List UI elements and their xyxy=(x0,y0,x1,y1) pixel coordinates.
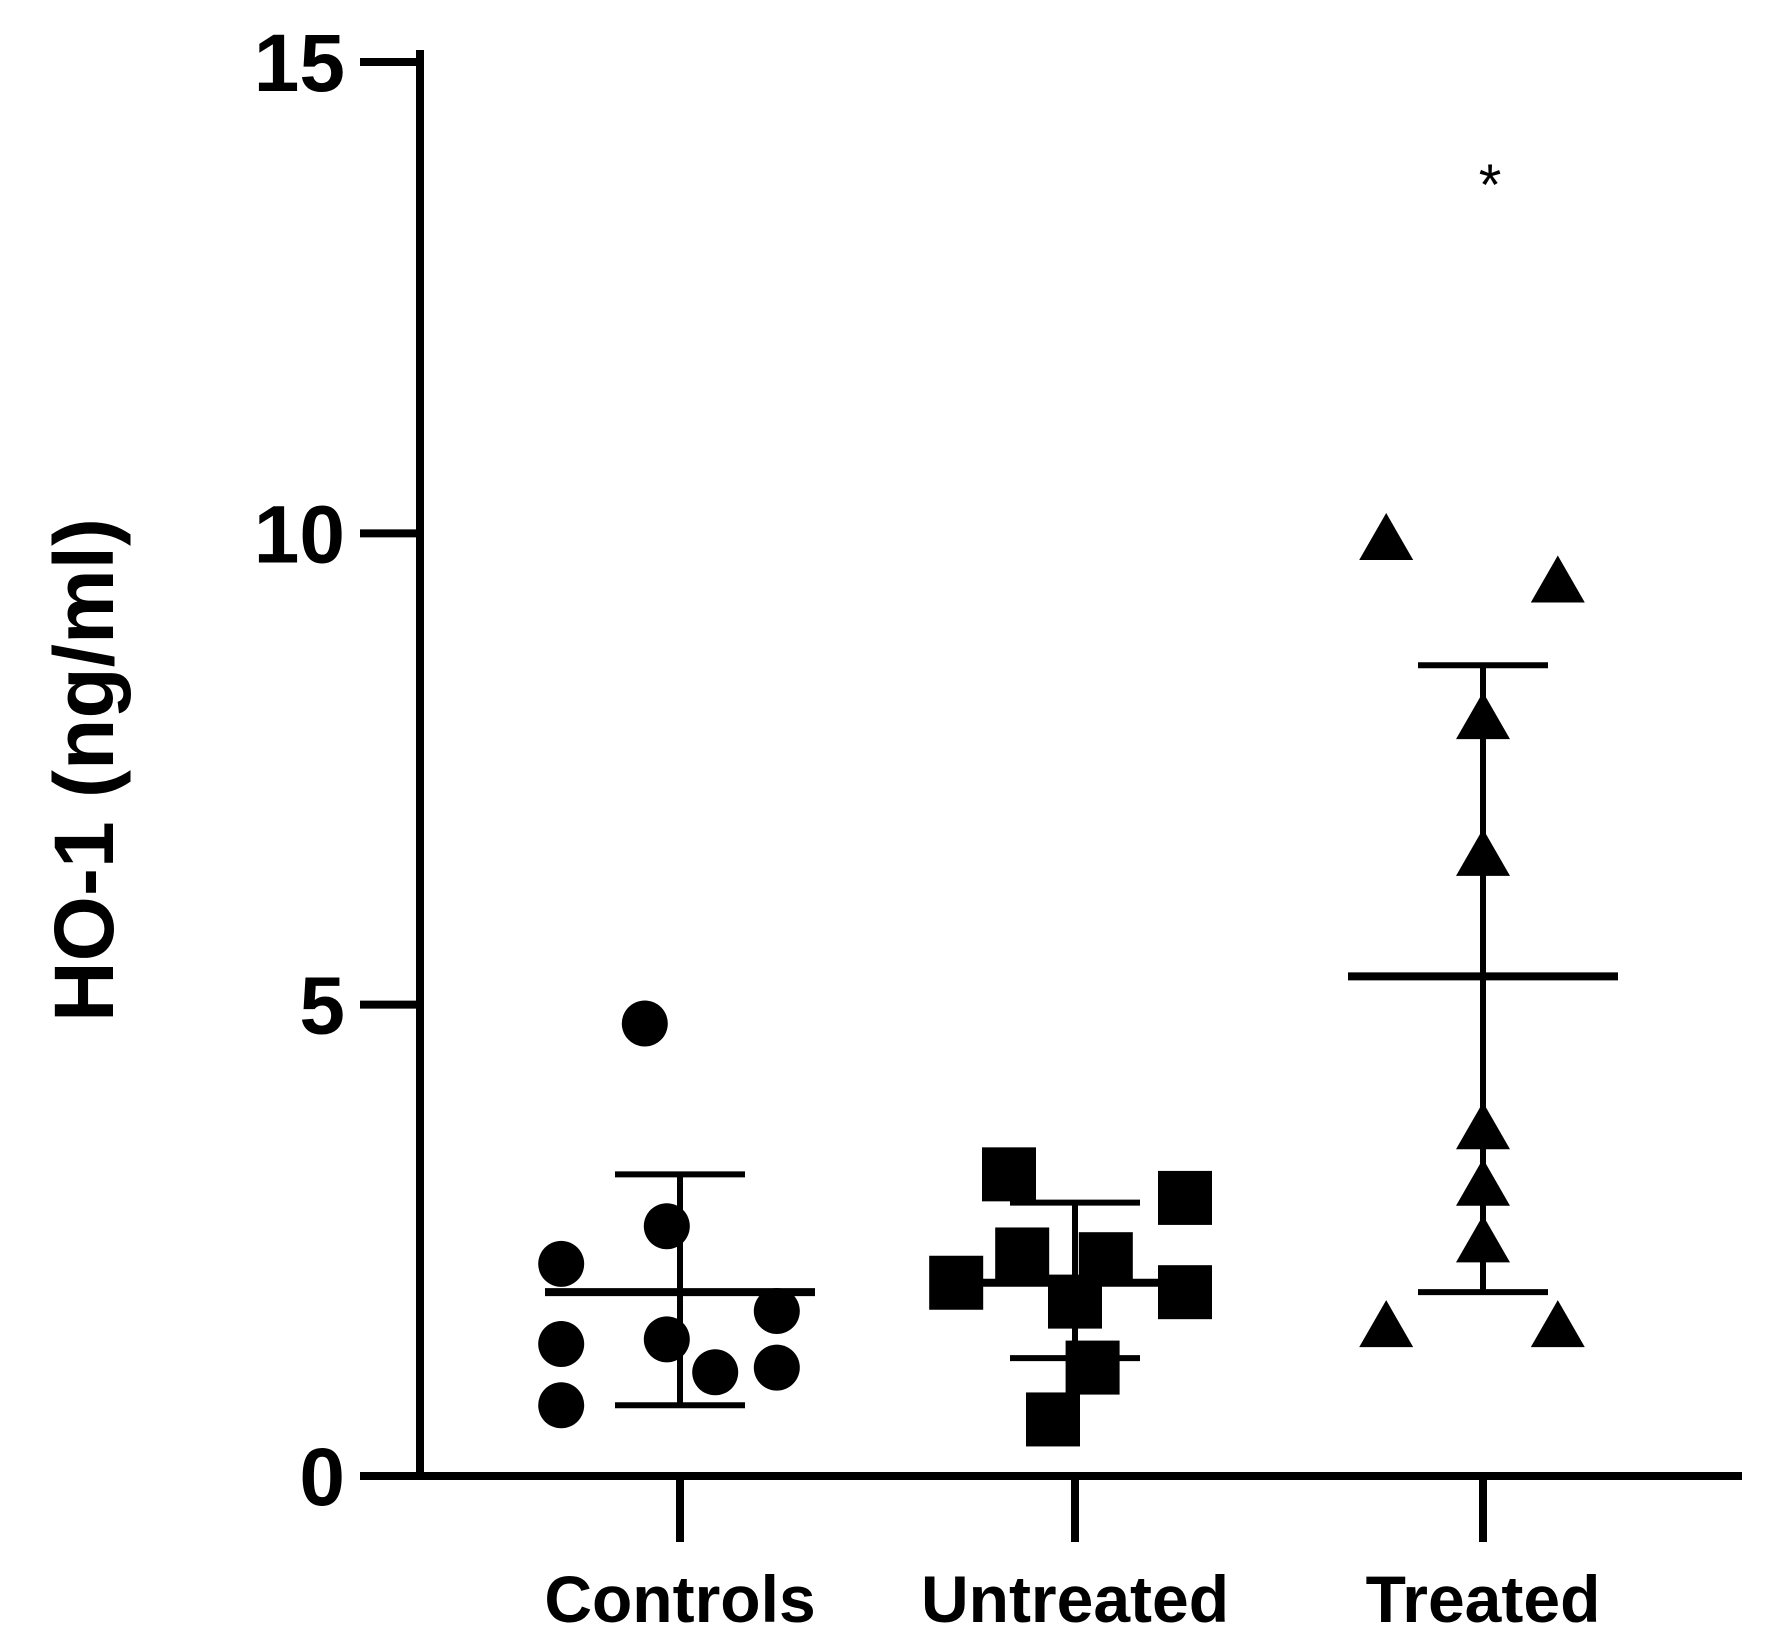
treated-data-point-1 xyxy=(1359,513,1414,561)
untreated-data-point-6 xyxy=(1158,1265,1212,1320)
untreated-data-point-5 xyxy=(929,1255,984,1310)
untreated-data-point-9 xyxy=(1026,1392,1080,1447)
treated-data-point-6 xyxy=(1456,1158,1510,1206)
controls-data-point-9 xyxy=(538,1382,585,1429)
untreated-data-point-2 xyxy=(1158,1170,1212,1225)
y-tick-label-5: 5 xyxy=(299,961,345,1052)
untreated-data-point-8 xyxy=(1065,1340,1120,1395)
treated-data-point-3 xyxy=(1456,692,1510,740)
controls-data-point-7 xyxy=(692,1349,739,1396)
y-tick-label-0: 0 xyxy=(299,1432,345,1523)
y-tick-label-10: 10 xyxy=(254,489,345,580)
treated-data-point-4 xyxy=(1456,828,1510,876)
controls-data-point-4 xyxy=(753,1288,800,1335)
controls-data-point-3 xyxy=(643,1203,690,1250)
chart-marks xyxy=(360,58,1618,1542)
y-axis-title: HO-1 (ng/ml) xyxy=(37,518,131,1022)
y-tick-label-15: 15 xyxy=(254,18,345,109)
untreated-data-point-7 xyxy=(1048,1274,1102,1329)
controls-data-point-2 xyxy=(538,1240,585,1287)
treated-data-point-9 xyxy=(1530,1300,1585,1348)
controls-data-point-8 xyxy=(753,1344,800,1391)
controls-data-point-1 xyxy=(621,1000,668,1047)
treated-data-point-5 xyxy=(1456,1102,1510,1150)
untreated-data-point-1 xyxy=(982,1147,1036,1202)
x-category-label-untreated: Untreated xyxy=(921,1562,1229,1636)
treated-data-point-7 xyxy=(1456,1215,1510,1263)
controls-data-point-6 xyxy=(643,1316,690,1363)
treated-data-point-8 xyxy=(1359,1300,1414,1348)
significance-asterisk: * xyxy=(1479,153,1502,218)
treated-data-point-2 xyxy=(1530,555,1585,603)
x-category-label-treated: Treated xyxy=(1366,1562,1601,1636)
controls-data-point-5 xyxy=(538,1321,585,1368)
untreated-data-point-3 xyxy=(995,1227,1050,1282)
x-category-label-controls: Controls xyxy=(544,1562,815,1636)
